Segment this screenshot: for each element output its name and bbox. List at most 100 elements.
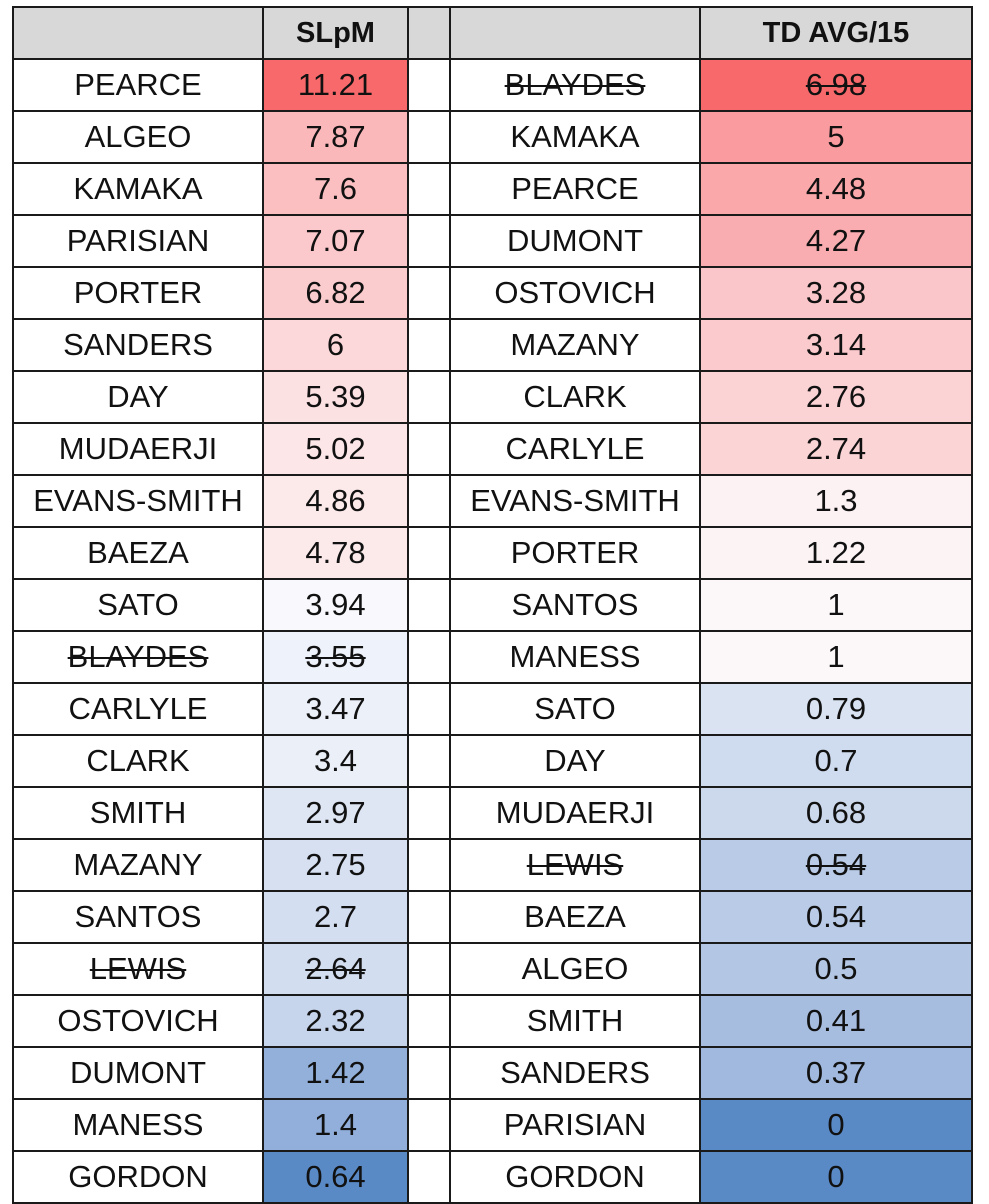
td-avg-value[interactable]: 0.54 [699, 838, 973, 892]
slpm-value[interactable]: 2.64 [262, 942, 409, 996]
header-cell-td-avg[interactable]: TD AVG/15 [699, 6, 973, 60]
right-fighter-name[interactable]: SATO [449, 682, 701, 736]
td-avg-value[interactable]: 1.22 [699, 526, 973, 580]
gap-cell[interactable] [407, 994, 451, 1048]
slpm-value[interactable]: 2.75 [262, 838, 409, 892]
gap-cell[interactable] [407, 526, 451, 580]
gap-cell[interactable] [407, 474, 451, 528]
gap-cell[interactable] [407, 682, 451, 736]
right-fighter-name[interactable]: CLARK [449, 370, 701, 424]
td-avg-value[interactable]: 4.27 [699, 214, 973, 268]
gap-cell[interactable] [407, 422, 451, 476]
slpm-value[interactable]: 1.42 [262, 1046, 409, 1100]
slpm-value[interactable]: 2.97 [262, 786, 409, 840]
right-fighter-name[interactable]: DUMONT [449, 214, 701, 268]
td-avg-value[interactable]: 0 [699, 1150, 973, 1204]
right-fighter-name[interactable]: BLAYDES [449, 58, 701, 112]
slpm-value[interactable]: 3.55 [262, 630, 409, 684]
right-fighter-name[interactable]: SANDERS [449, 1046, 701, 1100]
gap-cell[interactable] [407, 1150, 451, 1204]
td-avg-value[interactable]: 0.79 [699, 682, 973, 736]
gap-cell[interactable] [407, 1046, 451, 1100]
gap-cell[interactable] [407, 110, 451, 164]
slpm-value[interactable]: 3.47 [262, 682, 409, 736]
slpm-value[interactable]: 4.78 [262, 526, 409, 580]
header-cell-right-name[interactable] [449, 6, 701, 60]
right-fighter-name[interactable]: OSTOVICH [449, 266, 701, 320]
slpm-value[interactable]: 6.82 [262, 266, 409, 320]
gap-cell[interactable] [407, 890, 451, 944]
gap-cell[interactable] [407, 838, 451, 892]
left-fighter-name[interactable]: PARISIAN [12, 214, 264, 268]
slpm-value[interactable]: 1.4 [262, 1098, 409, 1152]
gap-cell[interactable] [407, 370, 451, 424]
left-fighter-name[interactable]: MAZANY [12, 838, 264, 892]
td-avg-value[interactable]: 3.28 [699, 266, 973, 320]
left-fighter-name[interactable]: SANDERS [12, 318, 264, 372]
slpm-value[interactable]: 2.7 [262, 890, 409, 944]
slpm-value[interactable]: 2.32 [262, 994, 409, 1048]
right-fighter-name[interactable]: PORTER [449, 526, 701, 580]
slpm-value[interactable]: 11.21 [262, 58, 409, 112]
td-avg-value[interactable]: 0.41 [699, 994, 973, 1048]
slpm-value[interactable]: 4.86 [262, 474, 409, 528]
right-fighter-name[interactable]: CARLYLE [449, 422, 701, 476]
left-fighter-name[interactable]: CARLYLE [12, 682, 264, 736]
slpm-value[interactable]: 0.64 [262, 1150, 409, 1204]
slpm-value[interactable]: 6 [262, 318, 409, 372]
gap-cell[interactable] [407, 1098, 451, 1152]
td-avg-value[interactable]: 0.37 [699, 1046, 973, 1100]
td-avg-value[interactable]: 1 [699, 578, 973, 632]
gap-cell[interactable] [407, 214, 451, 268]
right-fighter-name[interactable]: ALGEO [449, 942, 701, 996]
left-fighter-name[interactable]: PEARCE [12, 58, 264, 112]
left-fighter-name[interactable]: BAEZA [12, 526, 264, 580]
slpm-value[interactable]: 3.94 [262, 578, 409, 632]
right-fighter-name[interactable]: MAZANY [449, 318, 701, 372]
right-fighter-name[interactable]: KAMAKA [449, 110, 701, 164]
gap-cell[interactable] [407, 162, 451, 216]
gap-cell[interactable] [407, 942, 451, 996]
left-fighter-name[interactable]: SANTOS [12, 890, 264, 944]
td-avg-value[interactable]: 1.3 [699, 474, 973, 528]
left-fighter-name[interactable]: MANESS [12, 1098, 264, 1152]
gap-cell[interactable] [407, 266, 451, 320]
right-fighter-name[interactable]: EVANS-SMITH [449, 474, 701, 528]
right-fighter-name[interactable]: PEARCE [449, 162, 701, 216]
header-cell-slpm[interactable]: SLpM [262, 6, 409, 60]
gap-cell[interactable] [407, 734, 451, 788]
right-fighter-name[interactable]: BAEZA [449, 890, 701, 944]
td-avg-value[interactable]: 0 [699, 1098, 973, 1152]
slpm-value[interactable]: 5.02 [262, 422, 409, 476]
td-avg-value[interactable]: 4.48 [699, 162, 973, 216]
td-avg-value[interactable]: 0.68 [699, 786, 973, 840]
td-avg-value[interactable]: 3.14 [699, 318, 973, 372]
right-fighter-name[interactable]: SMITH [449, 994, 701, 1048]
gap-cell[interactable] [407, 630, 451, 684]
td-avg-value[interactable]: 6.98 [699, 58, 973, 112]
td-avg-value[interactable]: 2.74 [699, 422, 973, 476]
slpm-value[interactable]: 7.07 [262, 214, 409, 268]
gap-cell[interactable] [407, 58, 451, 112]
left-fighter-name[interactable]: ALGEO [12, 110, 264, 164]
td-avg-value[interactable]: 5 [699, 110, 973, 164]
gap-cell[interactable] [407, 318, 451, 372]
left-fighter-name[interactable]: GORDON [12, 1150, 264, 1204]
left-fighter-name[interactable]: OSTOVICH [12, 994, 264, 1048]
left-fighter-name[interactable]: MUDAERJI [12, 422, 264, 476]
right-fighter-name[interactable]: SANTOS [449, 578, 701, 632]
td-avg-value[interactable]: 2.76 [699, 370, 973, 424]
td-avg-value[interactable]: 0.7 [699, 734, 973, 788]
right-fighter-name[interactable]: MANESS [449, 630, 701, 684]
left-fighter-name[interactable]: KAMAKA [12, 162, 264, 216]
left-fighter-name[interactable]: CLARK [12, 734, 264, 788]
left-fighter-name[interactable]: SMITH [12, 786, 264, 840]
right-fighter-name[interactable]: PARISIAN [449, 1098, 701, 1152]
td-avg-value[interactable]: 0.5 [699, 942, 973, 996]
td-avg-value[interactable]: 1 [699, 630, 973, 684]
gap-cell[interactable] [407, 786, 451, 840]
left-fighter-name[interactable]: SATO [12, 578, 264, 632]
slpm-value[interactable]: 7.6 [262, 162, 409, 216]
td-avg-value[interactable]: 0.54 [699, 890, 973, 944]
left-fighter-name[interactable]: PORTER [12, 266, 264, 320]
